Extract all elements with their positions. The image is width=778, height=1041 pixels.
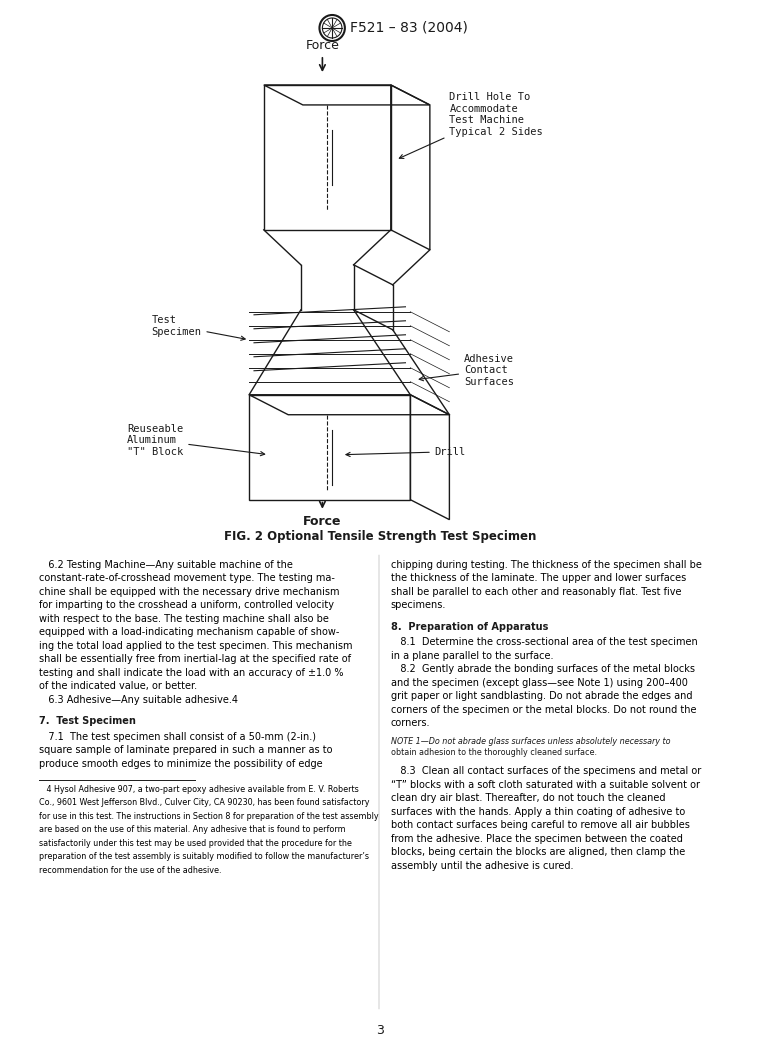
Text: Force: Force bbox=[306, 39, 339, 52]
Text: chipping during testing. The thickness of the specimen shall be: chipping during testing. The thickness o… bbox=[391, 560, 702, 569]
Text: grit paper or light sandblasting. Do not abrade the edges and: grit paper or light sandblasting. Do not… bbox=[391, 691, 692, 701]
Text: 4 Hysol Adhesive 907, a two-part epoxy adhesive available from E. V. Roberts: 4 Hysol Adhesive 907, a two-part epoxy a… bbox=[39, 785, 359, 794]
Text: assembly until the adhesive is cured.: assembly until the adhesive is cured. bbox=[391, 861, 573, 871]
Text: chine shall be equipped with the necessary drive mechanism: chine shall be equipped with the necessa… bbox=[39, 587, 339, 596]
Text: satisfactorily under this test may be used provided that the procedure for the: satisfactorily under this test may be us… bbox=[39, 839, 352, 848]
Text: both contact surfaces being careful to remove all air bubbles: both contact surfaces being careful to r… bbox=[391, 820, 689, 831]
Text: for imparting to the crosshead a uniform, controlled velocity: for imparting to the crosshead a uniform… bbox=[39, 600, 334, 610]
Text: obtain adhesion to the thoroughly cleaned surface.: obtain adhesion to the thoroughly cleane… bbox=[391, 747, 597, 757]
Text: Drill Hole To
Accommodate
Test Machine
Typical 2 Sides: Drill Hole To Accommodate Test Machine T… bbox=[399, 92, 543, 158]
Text: corners.: corners. bbox=[391, 718, 430, 728]
Text: shall be parallel to each other and reasonably flat. Test five: shall be parallel to each other and reas… bbox=[391, 587, 682, 596]
Text: in a plane parallel to the surface.: in a plane parallel to the surface. bbox=[391, 651, 553, 661]
Text: 7.1  The test specimen shall consist of a 50-mm (2-in.): 7.1 The test specimen shall consist of a… bbox=[39, 732, 316, 741]
Text: 8.  Preparation of Apparatus: 8. Preparation of Apparatus bbox=[391, 621, 548, 632]
Text: Adhesive
Contact
Surfaces: Adhesive Contact Surfaces bbox=[419, 354, 514, 387]
Text: the thickness of the laminate. The upper and lower surfaces: the thickness of the laminate. The upper… bbox=[391, 574, 686, 583]
Text: testing and shall indicate the load with an accuracy of ±1.0 %: testing and shall indicate the load with… bbox=[39, 667, 344, 678]
Text: 6.3 Adhesive—Any suitable adhesive.4: 6.3 Adhesive—Any suitable adhesive.4 bbox=[39, 694, 238, 705]
Text: clean dry air blast. Thereafter, do not touch the cleaned: clean dry air blast. Thereafter, do not … bbox=[391, 793, 665, 804]
Text: and the specimen (except glass—see Note 1) using 200–400: and the specimen (except glass—see Note … bbox=[391, 678, 688, 687]
Text: ing the total load applied to the test specimen. This mechanism: ing the total load applied to the test s… bbox=[39, 640, 352, 651]
Text: FIG. 2 Optional Tensile Strength Test Specimen: FIG. 2 Optional Tensile Strength Test Sp… bbox=[224, 530, 536, 542]
Text: constant-rate-of-crosshead movement type. The testing ma-: constant-rate-of-crosshead movement type… bbox=[39, 574, 335, 583]
Text: 7.  Test Specimen: 7. Test Specimen bbox=[39, 716, 136, 726]
Text: Test
Specimen: Test Specimen bbox=[152, 315, 245, 340]
Text: of the indicated value, or better.: of the indicated value, or better. bbox=[39, 681, 197, 691]
Text: 3: 3 bbox=[376, 1024, 384, 1037]
Text: Reuseable
Aluminum
"T" Block: Reuseable Aluminum "T" Block bbox=[127, 424, 265, 457]
Text: recommendation for the use of the adhesive.: recommendation for the use of the adhesi… bbox=[39, 866, 222, 874]
Text: Force: Force bbox=[303, 514, 342, 528]
Text: 6.2 Testing Machine—Any suitable machine of the: 6.2 Testing Machine—Any suitable machine… bbox=[39, 560, 293, 569]
Text: preparation of the test assembly is suitably modified to follow the manufacturer: preparation of the test assembly is suit… bbox=[39, 853, 369, 862]
Text: “T” blocks with a soft cloth saturated with a suitable solvent or: “T” blocks with a soft cloth saturated w… bbox=[391, 780, 699, 790]
Text: Co., 9601 West Jefferson Blvd., Culver City, CA 90230, has been found satisfacto: Co., 9601 West Jefferson Blvd., Culver C… bbox=[39, 798, 370, 808]
Text: blocks, being certain the blocks are aligned, then clamp the: blocks, being certain the blocks are ali… bbox=[391, 847, 685, 858]
Text: equipped with a load-indicating mechanism capable of show-: equipped with a load-indicating mechanis… bbox=[39, 627, 339, 637]
Text: 8.1  Determine the cross-sectional area of the test specimen: 8.1 Determine the cross-sectional area o… bbox=[391, 637, 698, 648]
Text: from the adhesive. Place the specimen between the coated: from the adhesive. Place the specimen be… bbox=[391, 834, 682, 844]
Text: shall be essentially free from inertial-lag at the specified rate of: shall be essentially free from inertial-… bbox=[39, 654, 351, 664]
Text: NOTE 1—Do not abrade glass surfaces unless absolutely necessary to: NOTE 1—Do not abrade glass surfaces unle… bbox=[391, 737, 671, 745]
Text: corners of the specimen or the metal blocks. Do not round the: corners of the specimen or the metal blo… bbox=[391, 705, 696, 714]
Text: surfaces with the hands. Apply a thin coating of adhesive to: surfaces with the hands. Apply a thin co… bbox=[391, 807, 685, 817]
Text: F521 – 83 (2004): F521 – 83 (2004) bbox=[350, 21, 468, 35]
Text: Drill: Drill bbox=[346, 447, 466, 457]
Text: square sample of laminate prepared in such a manner as to: square sample of laminate prepared in su… bbox=[39, 745, 332, 755]
Text: 8.2  Gently abrade the bonding surfaces of the metal blocks: 8.2 Gently abrade the bonding surfaces o… bbox=[391, 664, 695, 675]
Text: with respect to the base. The testing machine shall also be: with respect to the base. The testing ma… bbox=[39, 613, 329, 624]
Text: produce smooth edges to minimize the possibility of edge: produce smooth edges to minimize the pos… bbox=[39, 759, 323, 768]
Text: for use in this test. The instructions in Section 8 for preparation of the test : for use in this test. The instructions i… bbox=[39, 812, 379, 821]
Text: 8.3  Clean all contact surfaces of the specimens and metal or: 8.3 Clean all contact surfaces of the sp… bbox=[391, 766, 701, 777]
Text: specimens.: specimens. bbox=[391, 600, 446, 610]
Text: are based on the use of this material. Any adhesive that is found to perform: are based on the use of this material. A… bbox=[39, 826, 345, 835]
